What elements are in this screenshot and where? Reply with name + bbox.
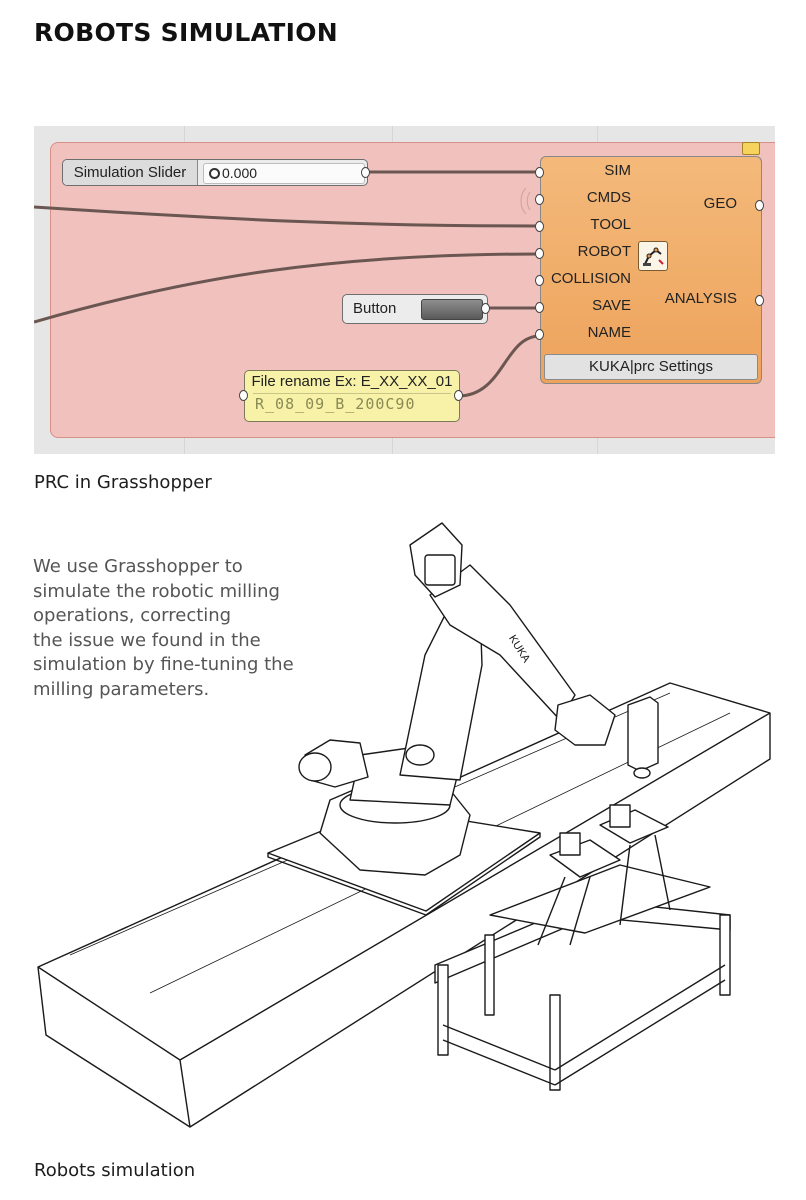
input-port[interactable] [535, 221, 544, 232]
slider-value: 0.000 [222, 165, 258, 181]
kuka-prc-settings-component[interactable]: SIM CMDS TOOL ROBOT COLLISION SAVE NAME … [535, 156, 764, 384]
input-robot: ROBOT [577, 243, 631, 260]
simulation-slider[interactable]: Simulation Slider 0.000 [62, 159, 370, 186]
text-panel[interactable]: File rename Ex: E_XX_XX_01 R_08_09_B_200… [239, 370, 463, 422]
component-footer: KUKA|prc Settings [544, 354, 758, 380]
robot-simulation-illustration: KUKA [37, 522, 771, 1128]
output-port[interactable] [481, 303, 490, 314]
input-sim: SIM [604, 162, 631, 179]
figure-caption-grasshopper: PRC in Grasshopper [34, 472, 212, 493]
slider-knob[interactable] [209, 168, 220, 179]
input-name: NAME [587, 324, 631, 341]
robot-wrist [554, 694, 616, 746]
output-analysis: ANALYSIS [664, 290, 737, 307]
input-port[interactable] [239, 390, 248, 401]
wire-cmds [34, 205, 541, 228]
input-port[interactable] [535, 329, 544, 340]
output-port[interactable] [755, 295, 764, 306]
input-save: SAVE [592, 297, 631, 314]
input-collision: COLLISION [550, 270, 631, 287]
kuka-prc-robot-icon [638, 241, 668, 271]
panel-header: File rename Ex: E_XX_XX_01 [251, 373, 453, 390]
panel-content[interactable]: R_08_09_B_200C90 [255, 395, 416, 413]
grasshopper-canvas[interactable]: Simulation Slider 0.000 Button File rena… [34, 126, 775, 454]
input-port[interactable] [535, 275, 544, 286]
input-tool: TOOL [590, 216, 631, 233]
page-title: ROBOTS SIMULATION [34, 18, 339, 47]
button-label: Button [353, 300, 397, 317]
input-port[interactable] [535, 302, 544, 313]
output-port[interactable] [454, 390, 463, 401]
output-geo: GEO [703, 195, 737, 212]
milling-spindle [627, 696, 659, 772]
figure-caption-robots: Robots simulation [34, 1160, 196, 1181]
button-component[interactable]: Button [342, 294, 490, 324]
button-face[interactable] [421, 299, 483, 320]
slider-track[interactable]: 0.000 [203, 163, 365, 184]
input-port[interactable] [535, 167, 544, 178]
wire-panel-name [457, 334, 541, 398]
input-port[interactable] [535, 248, 544, 259]
linear-rail [37, 682, 771, 1128]
input-cmds: CMDS [586, 189, 631, 206]
output-port[interactable] [755, 200, 764, 211]
intro-paragraph: We use Grasshopper to simulate the robot… [33, 556, 294, 700]
wire-robot [34, 252, 541, 324]
output-port[interactable] [361, 167, 370, 178]
wire-layer [34, 170, 541, 398]
slider-label: Simulation Slider [63, 160, 198, 185]
input-port[interactable] [535, 194, 544, 205]
message-icon[interactable] [742, 142, 760, 155]
milling-fixture [434, 804, 731, 1091]
